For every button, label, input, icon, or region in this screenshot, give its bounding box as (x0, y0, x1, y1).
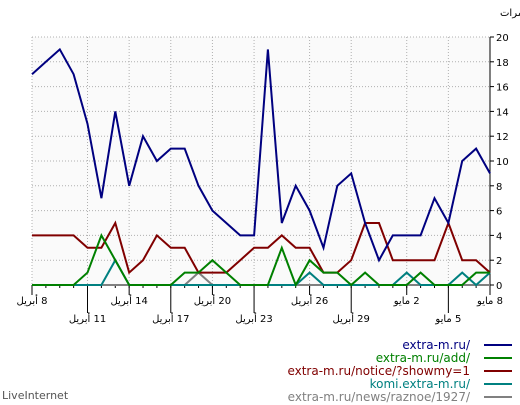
y-tick-label: 20 (496, 33, 509, 44)
series-lines (31, 47, 491, 288)
brand-logo-text: LiveInternet (2, 389, 69, 402)
x-tick-label: 8 مايو (476, 296, 503, 307)
legend-label: extra-m.ru/add/ (376, 351, 471, 365)
y-tick-label: 0 (496, 281, 502, 292)
y-tick-label: 4 (496, 231, 502, 242)
legend-label: extra-m.ru/ (402, 338, 471, 352)
y-tick-label: 2 (496, 256, 502, 267)
y-axis-label: المرات (500, 8, 520, 19)
x-tick-label: 5 مايو (434, 314, 461, 325)
legend-label: extra-m.ru/notice/?showmy=1 (287, 364, 470, 378)
x-tick-label: 26 أبريل (291, 294, 328, 307)
x-tick-label: 23 أبريل (235, 312, 272, 325)
series-line (32, 220, 491, 275)
x-tick-label: 17 أبريل (152, 312, 189, 325)
x-tick-label: 11 أبريل (69, 312, 106, 325)
x-tick-label: 14 أبريل (110, 294, 147, 307)
series-line (31, 47, 491, 263)
legend: extra-m.ru/extra-m.ru/add/extra-m.ru/not… (287, 338, 512, 404)
x-axis: 8 مايو 5 مايو 2 مايو 29 أبريل 26 أبريل 23 أبر… (17, 284, 503, 325)
x-tick-label: 2 مايو (393, 296, 420, 307)
y-tick-label: 14 (496, 107, 509, 118)
x-tick-label: 20 أبريل (194, 294, 231, 307)
grid-lines (31, 36, 491, 286)
legend-label: komi.extra-m.ru/ (370, 377, 471, 391)
x-tick-label: 8 أبريل (17, 294, 48, 307)
y-tick-label: 16 (496, 83, 509, 94)
y-tick-label: 10 (496, 157, 509, 168)
y-axis: 0 2 4 6 8 10 12 14 16 18 20 (489, 33, 509, 292)
y-tick-label: 8 (496, 182, 502, 193)
y-tick-label: 6 (496, 207, 502, 218)
x-tick-label: 29 أبريل (333, 312, 370, 325)
legend-label: extra-m.ru/news/raznoe/1927/ (288, 390, 471, 404)
series-line (32, 233, 490, 288)
y-tick-label: 18 (496, 58, 509, 69)
y-tick-label: 12 (496, 132, 509, 143)
